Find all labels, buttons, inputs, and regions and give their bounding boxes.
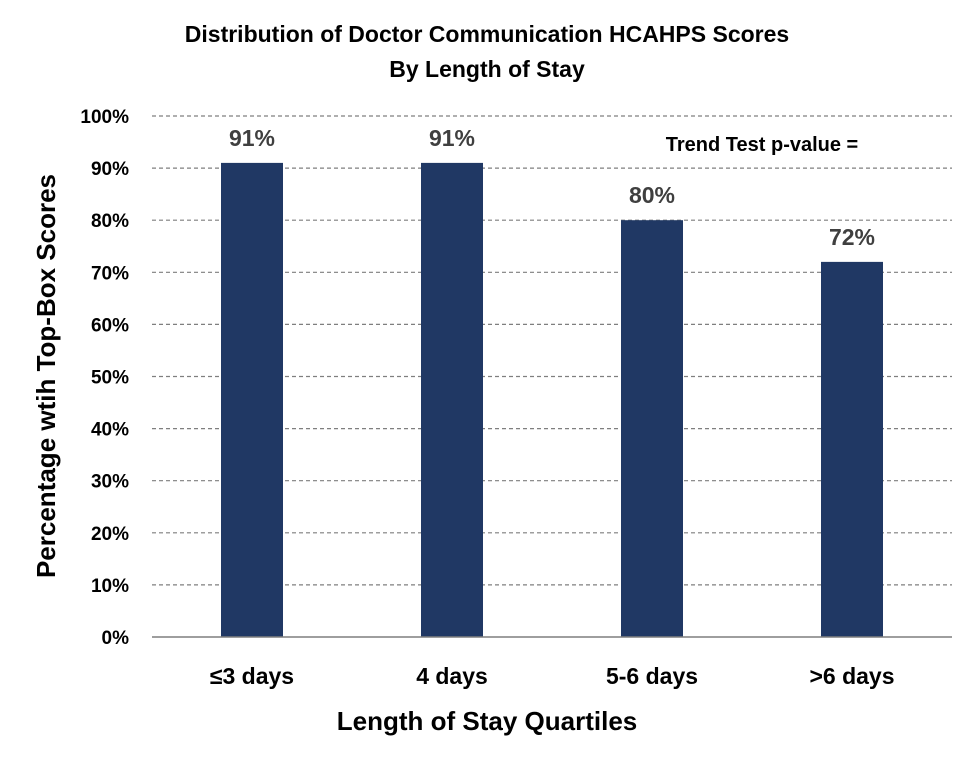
x-tick-label: ≤3 days bbox=[210, 663, 294, 689]
bar-4 bbox=[821, 261, 883, 637]
x-axis-title: Length of Stay Quartiles bbox=[337, 706, 638, 736]
bars bbox=[152, 162, 952, 638]
data-label: 80% bbox=[629, 182, 675, 208]
y-tick-label: 50% bbox=[91, 368, 129, 389]
trend-test-annotation: Trend Test p-value = bbox=[666, 134, 858, 156]
gridlines bbox=[152, 115, 952, 586]
bar-1 bbox=[221, 162, 283, 637]
y-tick-label: 60% bbox=[91, 315, 129, 336]
y-tick-label: 40% bbox=[91, 420, 129, 441]
y-tick-label: 80% bbox=[91, 211, 129, 232]
chart-subtitle: By Length of Stay bbox=[389, 56, 585, 82]
x-tick-label: 4 days bbox=[416, 663, 488, 689]
x-tick-label: >6 days bbox=[809, 663, 894, 689]
x-tick-label: 5-6 days bbox=[606, 663, 698, 689]
bar-3 bbox=[621, 220, 683, 637]
y-tick-label: 30% bbox=[91, 472, 129, 493]
bar-2 bbox=[421, 162, 483, 637]
data-label: 91% bbox=[229, 125, 275, 151]
y-tick-label: 10% bbox=[91, 576, 129, 597]
y-axis-title: Percentage wtih Top-Box Scores bbox=[31, 174, 61, 578]
y-tick-label: 100% bbox=[80, 107, 129, 128]
data-label: 72% bbox=[829, 224, 875, 250]
data-label: 91% bbox=[429, 125, 475, 151]
x-axis-ticks: ≤3 days 4 days 5-6 days >6 days bbox=[210, 663, 895, 689]
y-axis-ticks: 0% 10% 20% 30% 40% 50% 60% 70% 80% 90% 100% bbox=[80, 107, 129, 649]
data-labels: 91% 91% 80% 72% bbox=[229, 125, 875, 250]
y-tick-label: 90% bbox=[91, 159, 129, 180]
y-tick-label: 20% bbox=[91, 524, 129, 545]
chart-title: Distribution of Doctor Communication HCA… bbox=[185, 21, 789, 47]
y-tick-label: 70% bbox=[91, 263, 129, 284]
y-tick-label: 0% bbox=[102, 628, 130, 649]
